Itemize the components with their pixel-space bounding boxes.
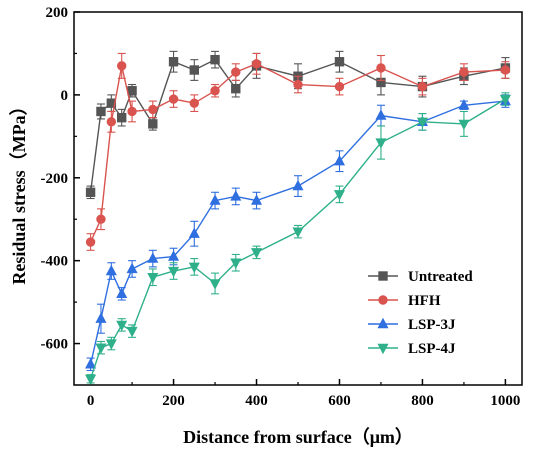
data-point bbox=[126, 262, 138, 274]
x-tick-label: 1000 bbox=[490, 393, 520, 409]
y-axis-title: Residual stress（MPa） bbox=[9, 97, 29, 284]
x-tick-label: 600 bbox=[328, 393, 351, 409]
legend-item: LSP-3J bbox=[368, 317, 456, 333]
data-point bbox=[375, 138, 387, 149]
data-point bbox=[499, 94, 511, 106]
data-point bbox=[333, 190, 346, 201]
data-point bbox=[209, 279, 221, 290]
data-point bbox=[95, 312, 107, 323]
data-point bbox=[126, 326, 138, 338]
data-point bbox=[458, 98, 470, 110]
data-point bbox=[334, 57, 345, 67]
y-axis: -600 -400 -200 0 200 bbox=[41, 5, 80, 353]
data-point bbox=[188, 262, 200, 274]
data-point bbox=[85, 374, 97, 386]
x-tick-label: 400 bbox=[245, 393, 268, 409]
series-lsp-4j bbox=[85, 92, 511, 386]
data-point bbox=[230, 190, 242, 201]
data-point bbox=[148, 104, 158, 115]
data-point bbox=[147, 273, 159, 284]
y-tick-label: -200 bbox=[41, 171, 69, 187]
data-point bbox=[210, 54, 220, 65]
data-point bbox=[292, 227, 304, 238]
legend-label: Untreated bbox=[408, 269, 473, 285]
data-point bbox=[378, 271, 388, 281]
data-point bbox=[458, 119, 470, 131]
legend-label: HFH bbox=[408, 293, 441, 309]
data-point bbox=[375, 109, 387, 120]
legend-item: LSP-4J bbox=[368, 341, 456, 357]
data-point bbox=[377, 317, 389, 329]
x-tick-label: 800 bbox=[411, 393, 434, 409]
data-point bbox=[96, 214, 106, 224]
data-point bbox=[117, 61, 127, 71]
legend-item: HFH bbox=[368, 293, 441, 309]
data-point bbox=[231, 67, 241, 77]
data-point bbox=[127, 106, 137, 117]
data-point bbox=[189, 65, 199, 75]
data-point bbox=[85, 358, 97, 369]
y-tick-label: 200 bbox=[46, 5, 69, 21]
data-point bbox=[377, 343, 389, 355]
data-point bbox=[127, 86, 137, 96]
data-point bbox=[105, 339, 117, 350]
data-point bbox=[376, 63, 386, 73]
data-point bbox=[148, 119, 158, 129]
data-point bbox=[230, 258, 242, 270]
data-point bbox=[292, 179, 304, 191]
x-tick-label: 0 bbox=[87, 393, 95, 409]
data-point bbox=[188, 227, 200, 238]
data-point bbox=[334, 81, 345, 92]
data-point bbox=[209, 194, 221, 205]
data-point bbox=[106, 98, 117, 108]
data-point bbox=[117, 112, 127, 123]
legend: Untreated HFH LSP-3J LSP-4J bbox=[368, 269, 473, 357]
legend-item: Untreated bbox=[368, 269, 473, 285]
data-point bbox=[116, 287, 128, 299]
data-point bbox=[231, 83, 241, 94]
data-point bbox=[417, 81, 428, 92]
legend-label: LSP-4J bbox=[408, 341, 456, 357]
data-point bbox=[147, 252, 159, 263]
data-point bbox=[416, 117, 428, 129]
data-point bbox=[168, 94, 179, 104]
y-tick-label: -600 bbox=[41, 337, 69, 353]
data-point bbox=[459, 67, 469, 77]
data-point bbox=[106, 117, 117, 127]
data-point bbox=[250, 194, 263, 205]
y-tick-label: 0 bbox=[61, 88, 69, 104]
data-point bbox=[251, 59, 262, 69]
data-point bbox=[333, 154, 346, 166]
series-line bbox=[89, 98, 506, 380]
legend-label: LSP-3J bbox=[408, 317, 456, 333]
data-point bbox=[168, 266, 180, 278]
data-point bbox=[250, 248, 263, 259]
x-axis-title: Distance from surface（μm） bbox=[183, 427, 413, 447]
data-point bbox=[168, 250, 180, 261]
data-point bbox=[189, 98, 199, 108]
data-point bbox=[105, 264, 117, 276]
data-point bbox=[85, 187, 96, 197]
x-axis: 0 200 400 600 800 1000 bbox=[87, 379, 520, 409]
data-point bbox=[168, 57, 179, 67]
series-layer bbox=[85, 50, 511, 386]
data-point bbox=[210, 86, 220, 96]
y-tick-label: -400 bbox=[41, 254, 69, 270]
data-point bbox=[85, 237, 96, 247]
x-tick-label: 200 bbox=[162, 393, 185, 409]
data-point bbox=[378, 295, 388, 305]
data-point bbox=[96, 106, 106, 117]
data-point bbox=[293, 79, 303, 90]
data-point bbox=[500, 65, 511, 75]
series-hfh bbox=[85, 52, 511, 251]
data-point bbox=[116, 320, 128, 332]
data-point bbox=[95, 343, 107, 354]
